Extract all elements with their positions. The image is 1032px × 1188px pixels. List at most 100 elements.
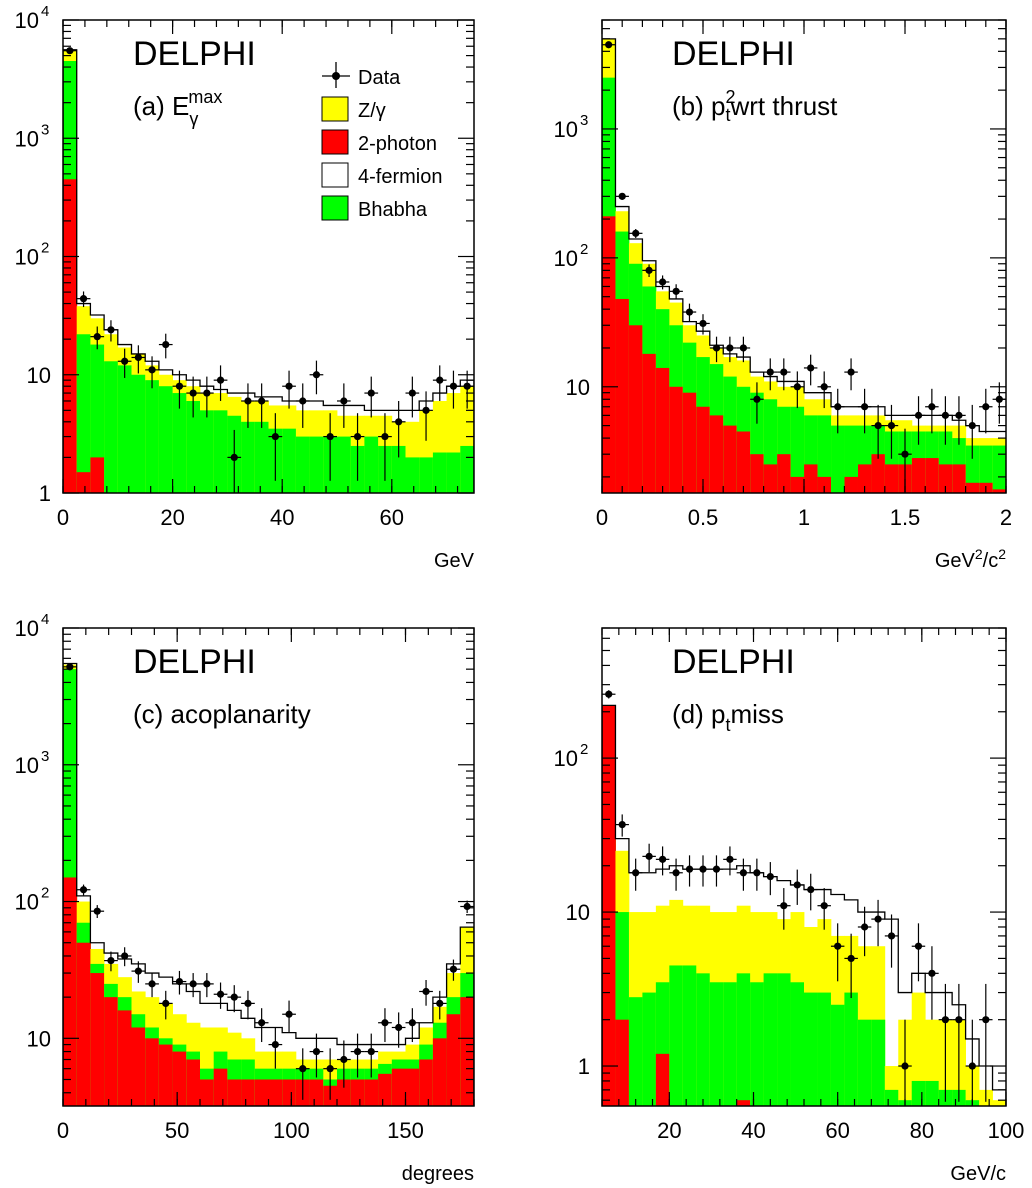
bar-bhabha xyxy=(709,982,724,1106)
data-point xyxy=(712,344,721,352)
data-point xyxy=(271,432,279,441)
bar-twophoton xyxy=(844,476,859,493)
data-point xyxy=(162,340,170,349)
x-tick-label: 20 xyxy=(160,505,184,530)
data-point xyxy=(618,192,626,200)
bar-bhabha xyxy=(817,415,832,493)
panel-subtitle-part: (d) p xyxy=(672,699,725,729)
bar-bhabha xyxy=(213,410,228,493)
bar-bhabha xyxy=(871,1019,886,1106)
y-tick-exponent: 3 xyxy=(41,121,49,138)
bar-twophoton xyxy=(615,298,630,493)
bar-bhabha xyxy=(642,992,657,1106)
bar-bhabha xyxy=(254,421,269,493)
bar-bhabha xyxy=(364,436,379,493)
bar-bhabha xyxy=(979,445,994,493)
panel-subtitle-part: max xyxy=(188,87,222,107)
data-point xyxy=(107,326,115,334)
bar-bhabha xyxy=(419,457,434,493)
bar-bhabha xyxy=(830,1004,845,1106)
panel-subtitle: (d) ptmiss xyxy=(672,699,784,735)
y-tick-label: 10 xyxy=(15,245,39,270)
x-axis-title: GeV xyxy=(434,550,475,572)
data-point xyxy=(618,820,626,829)
data-point xyxy=(381,432,389,441)
bar-bhabha xyxy=(131,374,146,493)
bar-twophoton xyxy=(602,216,616,493)
data-point xyxy=(887,421,896,430)
panel-title: DELPHI xyxy=(672,35,795,73)
bar-twophoton xyxy=(790,476,805,493)
y-tick-exponent: 3 xyxy=(41,748,49,765)
data-point xyxy=(780,902,788,910)
data-point xyxy=(847,954,855,963)
data-point xyxy=(793,383,801,391)
legend-swatch-bhabha xyxy=(321,195,349,221)
data-point xyxy=(340,397,348,405)
y-tick-exponent: 2 xyxy=(41,240,49,257)
x-tick-label: 60 xyxy=(825,1118,849,1143)
bar-twophoton xyxy=(763,464,778,493)
data-point xyxy=(861,923,869,931)
data-point xyxy=(189,389,197,397)
total-mc-line xyxy=(63,49,474,493)
data-point xyxy=(914,411,923,419)
bar-bhabha xyxy=(682,965,697,1106)
legend-label-fourfermion: 4-fermion xyxy=(358,166,442,188)
x-axis-title-part: /c xyxy=(983,550,999,572)
data-point xyxy=(955,411,963,419)
legend-swatch-zg xyxy=(321,96,349,122)
data-point xyxy=(659,855,667,863)
data-point xyxy=(861,403,869,411)
y-tick-label: 10 xyxy=(554,117,578,142)
data-point xyxy=(148,366,156,374)
y-tick-exponent: 2 xyxy=(41,885,49,902)
bar-twophoton xyxy=(709,415,724,493)
y-tick-label: 10 xyxy=(27,363,51,388)
bar-twophoton xyxy=(871,454,886,493)
data-point xyxy=(216,990,225,998)
y-tick-label: 1 xyxy=(578,1054,590,1079)
bar-twophoton xyxy=(655,1053,670,1106)
data-point xyxy=(79,295,88,303)
bar-twophoton xyxy=(104,997,119,1106)
bar-bhabha xyxy=(925,1080,940,1106)
bar-twophoton xyxy=(602,705,616,1106)
panel-subtitle: (b) p2 twrt thrust xyxy=(672,87,838,125)
y-tick-label: 10 xyxy=(15,890,39,915)
bar-bhabha xyxy=(337,436,352,493)
data-point xyxy=(941,1016,950,1024)
bar-bhabha xyxy=(76,334,91,493)
panel-subtitle: (c) acoplanarity xyxy=(133,699,311,729)
data-point xyxy=(93,907,101,915)
bar-twophoton xyxy=(884,464,899,493)
data-point xyxy=(436,376,444,384)
panel-subtitle: (a) Eγmax xyxy=(133,87,222,129)
x-tick-label: 0 xyxy=(596,505,608,530)
y-tick-exponent: 4 xyxy=(41,3,49,20)
data-point xyxy=(312,1047,321,1056)
data-point xyxy=(887,932,896,940)
panel-subtitle-part: (c) acoplanarity xyxy=(133,699,311,729)
bar-twophoton xyxy=(655,367,670,493)
data-point xyxy=(685,865,694,873)
bar-twophoton xyxy=(669,386,684,493)
data-point xyxy=(381,1019,389,1027)
y-tick-exponent: 2 xyxy=(580,241,588,258)
data-point xyxy=(449,382,458,390)
y-tick-label: 10 xyxy=(15,616,39,641)
data-point xyxy=(134,353,142,362)
data-point xyxy=(968,1062,976,1070)
bar-twophoton xyxy=(992,489,1006,493)
data-point xyxy=(422,406,430,414)
x-tick-label: 0.5 xyxy=(688,505,719,530)
legend-swatch-fourfermion xyxy=(321,162,349,188)
data-point xyxy=(739,869,748,877)
data-point xyxy=(753,395,761,403)
y-tick-exponent: 2 xyxy=(580,741,588,758)
data-point xyxy=(820,902,828,910)
data-point xyxy=(408,389,416,397)
bar-bhabha xyxy=(723,982,738,1106)
x-tick-label: 1 xyxy=(798,505,810,530)
